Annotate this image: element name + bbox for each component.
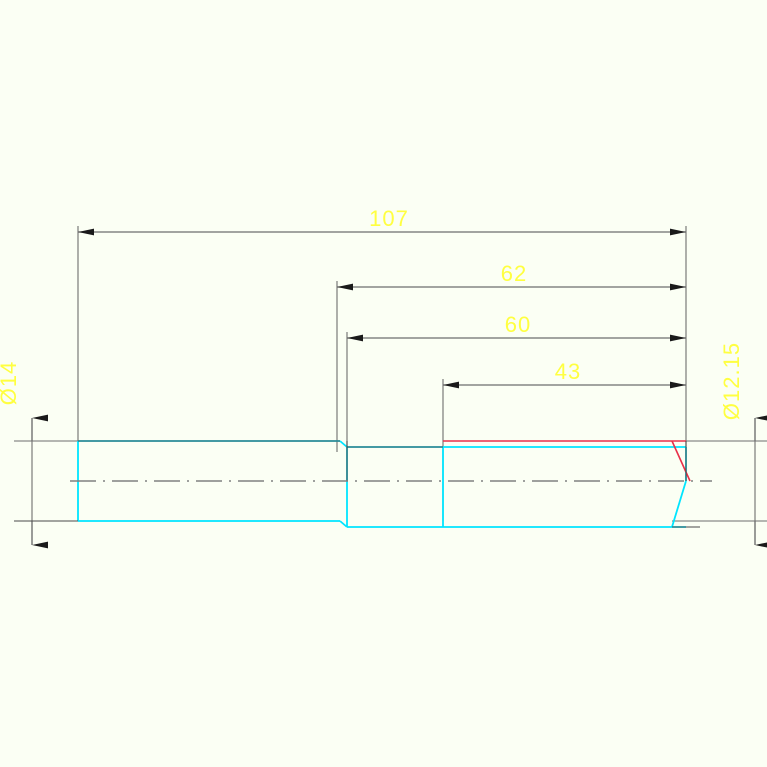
part-shoulder-bevel-top: [339, 440, 348, 448]
dimension-lines: [31, 228, 767, 549]
dimension-label-43: 43: [555, 359, 581, 384]
part-shoulder-bevel-bottom: [339, 520, 348, 528]
dimension-label-diameter-right: Ø12.15: [719, 342, 744, 420]
dimension-label-62: 62: [501, 261, 527, 286]
part-right-chamfer: [671, 480, 687, 528]
part-outline-red: [443, 440, 691, 482]
dimension-label-diameter-left: Ø14: [0, 361, 21, 406]
dimension-label-60: 60: [505, 312, 531, 337]
construction-lines: [14, 440, 700, 528]
part-right-chamfer-top: [671, 440, 691, 482]
dimension-label-107: 107: [369, 206, 409, 231]
